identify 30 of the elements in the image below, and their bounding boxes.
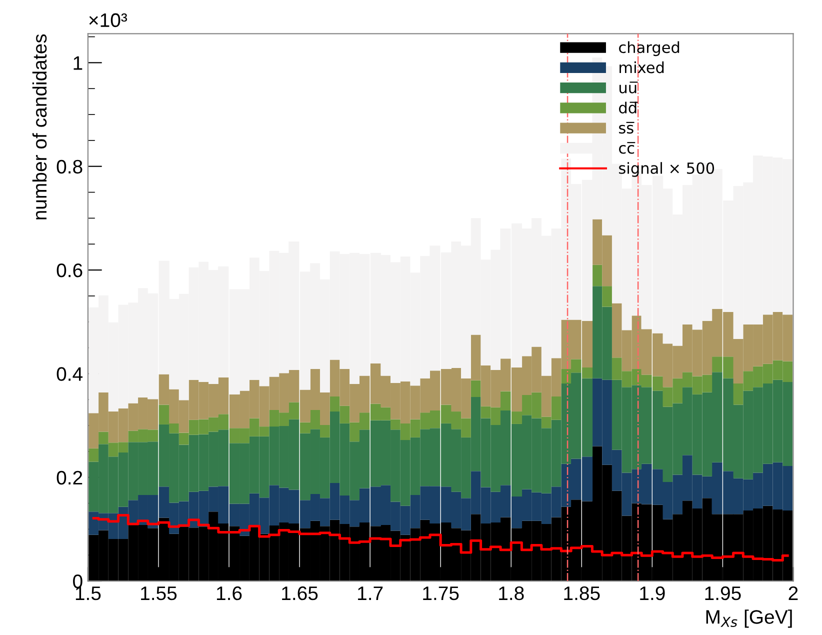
legend-label: charged xyxy=(619,41,680,56)
x-tick-label: 1.75 xyxy=(423,586,459,600)
y-tick-label: 0.4 xyxy=(56,367,83,381)
y-tick-label: 1 xyxy=(74,56,82,70)
bar xyxy=(88,448,99,462)
y-tick-label: 0.8 xyxy=(56,160,82,174)
x-tick-label: 1.65 xyxy=(282,586,318,600)
x-tick-label: 2 xyxy=(788,586,798,600)
x-tick-label: 1.7 xyxy=(358,586,383,600)
y-axis-title: number of candidates xyxy=(32,34,47,220)
x-tick-label: 1.5 xyxy=(76,586,101,600)
legend-label: signal × 500 xyxy=(619,162,714,177)
x-tick-label: 1.85 xyxy=(564,586,600,600)
x-tick-label: 1.95 xyxy=(705,586,741,600)
x-tick-label: 1.8 xyxy=(499,586,524,600)
legend-label: dd̅ xyxy=(619,102,638,114)
legend-label: cc̅ xyxy=(619,142,636,154)
y-tick-label: 0.6 xyxy=(56,263,82,278)
x-axis-title: M$_{Xs}$ [GeV] xyxy=(706,610,792,628)
x-tick-label: 1.55 xyxy=(141,586,177,600)
y-tick-label: 0.2 xyxy=(56,470,82,485)
bar xyxy=(470,380,481,398)
legend-label: ss̅ xyxy=(619,122,634,134)
bar xyxy=(602,286,612,307)
y-tick-label: 0 xyxy=(73,574,82,588)
text: ×10³ xyxy=(89,13,128,28)
legend-label: mixed xyxy=(620,61,664,74)
x-tick-label: 1.6 xyxy=(216,586,242,600)
bar xyxy=(592,264,602,286)
x-tick-label: 1.9 xyxy=(640,586,665,600)
